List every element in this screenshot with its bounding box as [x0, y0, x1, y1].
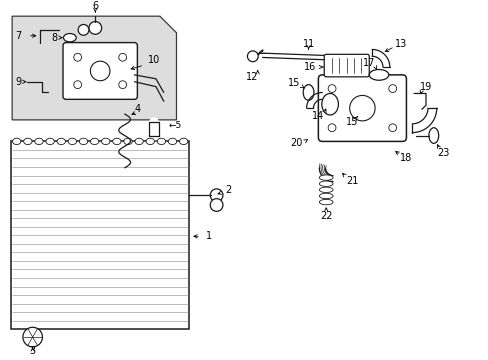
Circle shape — [119, 53, 126, 61]
Text: 11: 11 — [302, 39, 314, 49]
Ellipse shape — [157, 138, 165, 145]
Circle shape — [327, 124, 335, 132]
Text: 23: 23 — [437, 148, 449, 158]
Ellipse shape — [90, 138, 99, 145]
Ellipse shape — [319, 187, 332, 193]
Text: ←5: ←5 — [168, 121, 182, 130]
Ellipse shape — [319, 193, 332, 199]
Ellipse shape — [168, 138, 176, 145]
Text: 6: 6 — [92, 1, 98, 12]
Circle shape — [388, 85, 396, 93]
Text: 4: 4 — [134, 104, 140, 114]
Ellipse shape — [319, 175, 332, 180]
Circle shape — [74, 53, 81, 61]
Ellipse shape — [319, 181, 332, 186]
Text: 3: 3 — [30, 346, 36, 356]
Text: 13: 13 — [395, 39, 407, 49]
Text: 12: 12 — [245, 72, 258, 82]
Ellipse shape — [146, 138, 154, 145]
Circle shape — [388, 124, 396, 132]
Ellipse shape — [319, 199, 332, 205]
Text: 22: 22 — [319, 211, 332, 221]
Ellipse shape — [428, 128, 438, 143]
Ellipse shape — [79, 138, 87, 145]
Ellipse shape — [123, 138, 132, 145]
Text: 10: 10 — [147, 55, 160, 65]
Ellipse shape — [23, 138, 32, 145]
Ellipse shape — [321, 94, 338, 115]
Text: 8: 8 — [51, 33, 57, 43]
Bar — [11, 141, 189, 329]
Circle shape — [89, 22, 102, 34]
Ellipse shape — [102, 138, 110, 145]
Ellipse shape — [46, 138, 54, 145]
Circle shape — [119, 81, 126, 89]
Circle shape — [247, 51, 258, 62]
FancyBboxPatch shape — [63, 42, 137, 99]
Text: 19: 19 — [419, 82, 431, 91]
Text: 9: 9 — [15, 77, 21, 87]
Text: 17: 17 — [362, 58, 375, 68]
Ellipse shape — [68, 138, 77, 145]
Circle shape — [74, 81, 81, 89]
Text: 16: 16 — [304, 62, 316, 72]
Circle shape — [210, 199, 223, 211]
Text: 20: 20 — [290, 138, 303, 148]
Ellipse shape — [179, 138, 187, 145]
Ellipse shape — [13, 138, 21, 145]
Circle shape — [349, 95, 374, 121]
Ellipse shape — [57, 138, 65, 145]
Ellipse shape — [356, 101, 367, 117]
Circle shape — [327, 85, 335, 93]
Ellipse shape — [35, 138, 43, 145]
Text: 15: 15 — [287, 78, 300, 88]
Text: 2: 2 — [225, 185, 231, 195]
Text: 7: 7 — [15, 31, 21, 41]
Text: 15: 15 — [346, 117, 358, 127]
Circle shape — [23, 327, 42, 347]
Circle shape — [210, 189, 223, 202]
Text: 14: 14 — [312, 111, 324, 121]
Ellipse shape — [303, 85, 313, 100]
Text: 21: 21 — [346, 176, 358, 185]
Circle shape — [78, 24, 89, 35]
Ellipse shape — [135, 138, 143, 145]
Ellipse shape — [112, 138, 121, 145]
FancyBboxPatch shape — [318, 75, 406, 141]
FancyBboxPatch shape — [324, 54, 368, 77]
Ellipse shape — [368, 69, 388, 80]
Circle shape — [90, 61, 110, 81]
Text: 1: 1 — [205, 231, 211, 241]
Polygon shape — [12, 16, 176, 120]
Text: 18: 18 — [400, 153, 412, 163]
Ellipse shape — [63, 33, 76, 42]
